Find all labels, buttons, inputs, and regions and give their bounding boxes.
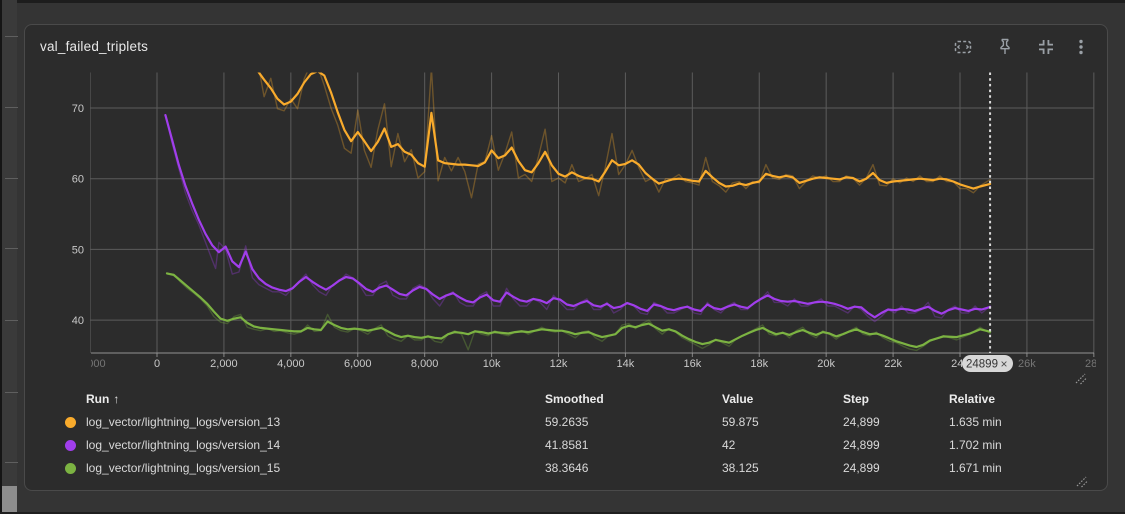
scalar-chart-card xyxy=(24,24,1108,491)
column-header-run[interactable]: Run ↑ xyxy=(86,392,120,406)
run-color-dot[interactable] xyxy=(65,417,76,428)
smoothed-value: 59.2635 xyxy=(545,415,589,429)
run-row-version_13[interactable]: log_vector/lightning_logs/version_13 59.2… xyxy=(24,411,1108,434)
x-tick-label: 12k xyxy=(550,358,568,370)
run-name: log_vector/lightning_logs/version_14 xyxy=(86,438,281,452)
smoothed-value: 41.8581 xyxy=(545,438,589,452)
x-tick-label: 8,000 xyxy=(411,358,439,370)
run-row-version_14[interactable]: log_vector/lightning_logs/version_14 41.8… xyxy=(24,434,1108,457)
table-header-row: Run ↑ Smoothed Value Step Relative xyxy=(24,389,1108,409)
window-top-edge xyxy=(0,0,1125,3)
smoothed-line-version_13 xyxy=(257,72,992,190)
latest-value: 59.875 xyxy=(722,415,759,429)
column-header-relative[interactable]: Relative xyxy=(949,392,996,406)
chart-resize-handle[interactable] xyxy=(1075,373,1087,385)
adjacent-gridline-stub xyxy=(5,107,18,108)
y-axis-labels: 40 50 60 70 xyxy=(72,103,84,327)
x-tick-label: 10k xyxy=(483,358,501,370)
adjacent-gridline-stub xyxy=(5,320,18,321)
x-tick-label: -2,000 xyxy=(74,358,105,370)
pin-card-button[interactable] xyxy=(991,33,1019,61)
selected-step-chip-label: 24899 xyxy=(966,359,998,371)
x-tick-label: 16k xyxy=(683,358,701,370)
adjacent-gridline-stub xyxy=(5,178,18,179)
x-tick-label: 0 xyxy=(154,358,160,370)
relative-time: 1.635 min xyxy=(949,415,1002,429)
step-value: 24,899 xyxy=(843,461,880,475)
step-value: 24,899 xyxy=(843,438,880,452)
fit-domain-button[interactable] xyxy=(949,33,977,61)
smoothed-line-version_15 xyxy=(165,272,992,349)
x-axis: -2,000 0 2,000 4,000 6,000 8,000 10k 12k 14k 16k 1… xyxy=(74,352,1103,370)
collapse-card-button[interactable] xyxy=(1032,33,1060,61)
window-bottom-edge xyxy=(0,512,1125,514)
column-header-smoothed[interactable]: Smoothed xyxy=(545,392,604,406)
chart-plot-area[interactable] xyxy=(90,73,1094,354)
run-color-dot[interactable] xyxy=(65,463,76,474)
run-name: log_vector/lightning_logs/version_13 xyxy=(86,415,281,429)
chip-close-icon[interactable]: × xyxy=(1000,357,1007,371)
run-name: log_vector/lightning_logs/version_15 xyxy=(86,461,281,475)
run-color-dot[interactable] xyxy=(65,440,76,451)
y-tick-label: 50 xyxy=(72,244,84,256)
fullscreen-exit-icon xyxy=(1039,40,1053,54)
x-tick-label: 22k xyxy=(884,358,902,370)
y-tick-label: 60 xyxy=(72,174,84,186)
smoothed-value: 38.3646 xyxy=(545,461,589,475)
x-tick-label: 26k xyxy=(1018,358,1036,370)
smoothed-line-version_14 xyxy=(164,113,992,319)
x-tick-label: 4,000 xyxy=(277,358,305,370)
card-resize-handle[interactable] xyxy=(1076,476,1088,488)
step-value: 24,899 xyxy=(843,415,880,429)
run-curves xyxy=(164,72,992,352)
x-tick-label: 20k xyxy=(817,358,835,370)
adjacent-card-edge xyxy=(0,0,18,514)
adjacent-gridline-stub xyxy=(5,392,18,393)
run-row-version_15[interactable]: log_vector/lightning_logs/version_15 38.3… xyxy=(24,457,1108,480)
x-tick-label: 6,000 xyxy=(344,358,372,370)
card-title: val_failed_triplets xyxy=(40,39,149,54)
y-tick-label: 70 xyxy=(72,103,84,115)
adjacent-gridline-stub xyxy=(5,462,18,463)
relative-time: 1.702 min xyxy=(949,438,1002,452)
y-tick-label: 40 xyxy=(72,315,84,327)
x-tick-label: 2,000 xyxy=(210,358,238,370)
adjacent-gridline-stub xyxy=(5,36,18,37)
pin-icon xyxy=(1000,38,1010,54)
latest-value: 42 xyxy=(722,438,736,452)
selected-step-chip[interactable]: 24899 × xyxy=(962,355,1013,372)
latest-value: 38.125 xyxy=(722,461,759,475)
column-header-value[interactable]: Value xyxy=(722,392,754,406)
column-header-step[interactable]: Step xyxy=(843,392,870,406)
scrollbar-thumb[interactable] xyxy=(2,486,17,512)
x-tick-label: 14k xyxy=(617,358,635,370)
relative-time: 1.671 min xyxy=(949,461,1002,475)
sort-ascending-icon: ↑ xyxy=(113,392,120,406)
fit-domain-icon xyxy=(954,40,972,54)
x-tick-label: 28k xyxy=(1085,358,1103,370)
kebab-menu-icon xyxy=(1079,39,1083,55)
adjacent-gridline-stub xyxy=(5,248,18,249)
x-tick-label: 18k xyxy=(750,358,768,370)
raw-line-version_13 xyxy=(258,72,991,199)
more-options-button[interactable] xyxy=(1067,33,1095,61)
